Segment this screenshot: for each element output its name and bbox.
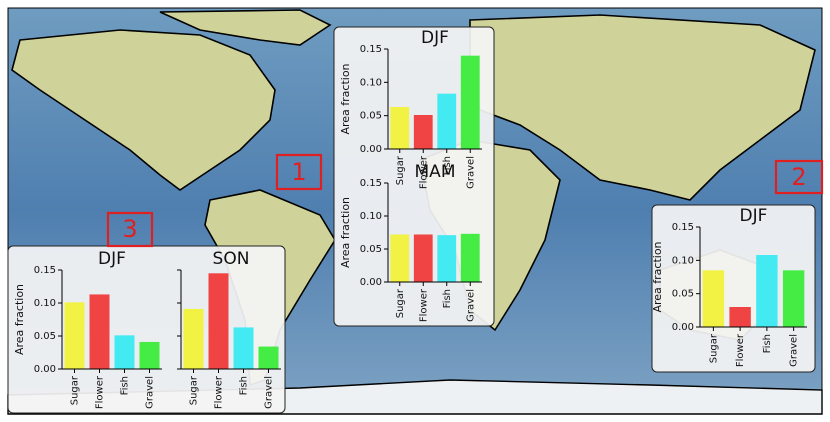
y-tick-label: 0.10 [360,211,382,222]
region-box [106,211,154,248]
y-tick-label: 0.00 [360,277,382,288]
y-tick-label: 0.15 [360,44,382,55]
y-axis-label: Area fraction [651,241,664,312]
x-tick-label: Flower [418,155,429,189]
x-tick-label: Gravel [145,376,156,409]
y-tick-label: 0.05 [34,331,56,342]
bar [139,341,160,369]
y-tick-label: 0.00 [360,144,382,155]
x-tick-label: Fish [442,289,453,308]
chart-title: SON [213,249,250,269]
chart-title: DJF [421,28,449,48]
y-tick-label: 0.15 [672,222,694,233]
region-box [275,153,323,191]
bar [258,346,279,369]
x-tick-label: Fish [762,334,773,353]
bar [437,235,457,282]
y-axis-label: Area fraction [339,63,352,134]
x-tick-label: Flower [735,333,746,367]
y-tick-label: 0.15 [360,178,382,189]
x-tick-label: Sugar [708,333,719,363]
bar [233,327,254,369]
region-label: 1 [291,158,306,186]
x-tick-label: Flower [418,288,429,322]
chart-title: DJF [98,249,126,269]
y-axis-label: Area fraction [13,284,26,355]
x-tick-label: Gravel [264,376,275,409]
y-tick-label: 0.00 [34,364,56,375]
bar [208,273,229,369]
y-tick-label: 0.15 [34,265,56,276]
bar [702,270,725,327]
region-label: 2 [791,163,806,191]
bar [413,234,433,282]
y-tick-label: 0.10 [672,255,694,266]
bar [729,307,751,327]
bar [782,270,805,327]
x-tick-label: Flower [214,375,225,409]
x-tick-label: Flower [95,375,106,409]
x-tick-label: Fish [239,376,250,395]
bar [114,335,135,369]
region-box [774,159,824,195]
y-axis-label: Area fraction [339,197,352,268]
chart-title: DJF [740,206,768,226]
bar [413,115,433,149]
bar [64,302,85,369]
x-tick-label: Gravel [789,334,800,367]
x-tick-label: Fish [120,376,131,395]
bar [437,93,457,149]
bar [390,234,410,282]
region-2-panel [651,204,816,373]
x-tick-label: Fish [442,156,453,175]
bar [756,255,778,327]
x-tick-label: Sugar [189,375,200,405]
y-tick-label: 0.05 [360,244,382,255]
bar [460,55,480,149]
bar [460,233,480,282]
y-tick-label: 0.10 [34,298,56,309]
x-tick-label: Sugar [395,288,406,318]
chart-title: MAM [415,162,456,182]
x-tick-label: Gravel [465,289,476,322]
y-tick-label: 0.10 [360,77,382,88]
y-tick-label: 0.05 [360,111,382,122]
bar [390,107,410,149]
x-tick-label: Sugar [70,375,81,405]
bar [89,294,110,369]
bar [183,308,204,369]
region-label: 3 [122,215,137,243]
x-tick-label: Sugar [395,155,406,185]
y-tick-label: 0.05 [672,289,694,300]
x-tick-label: Gravel [465,156,476,189]
y-tick-label: 0.00 [672,322,694,333]
